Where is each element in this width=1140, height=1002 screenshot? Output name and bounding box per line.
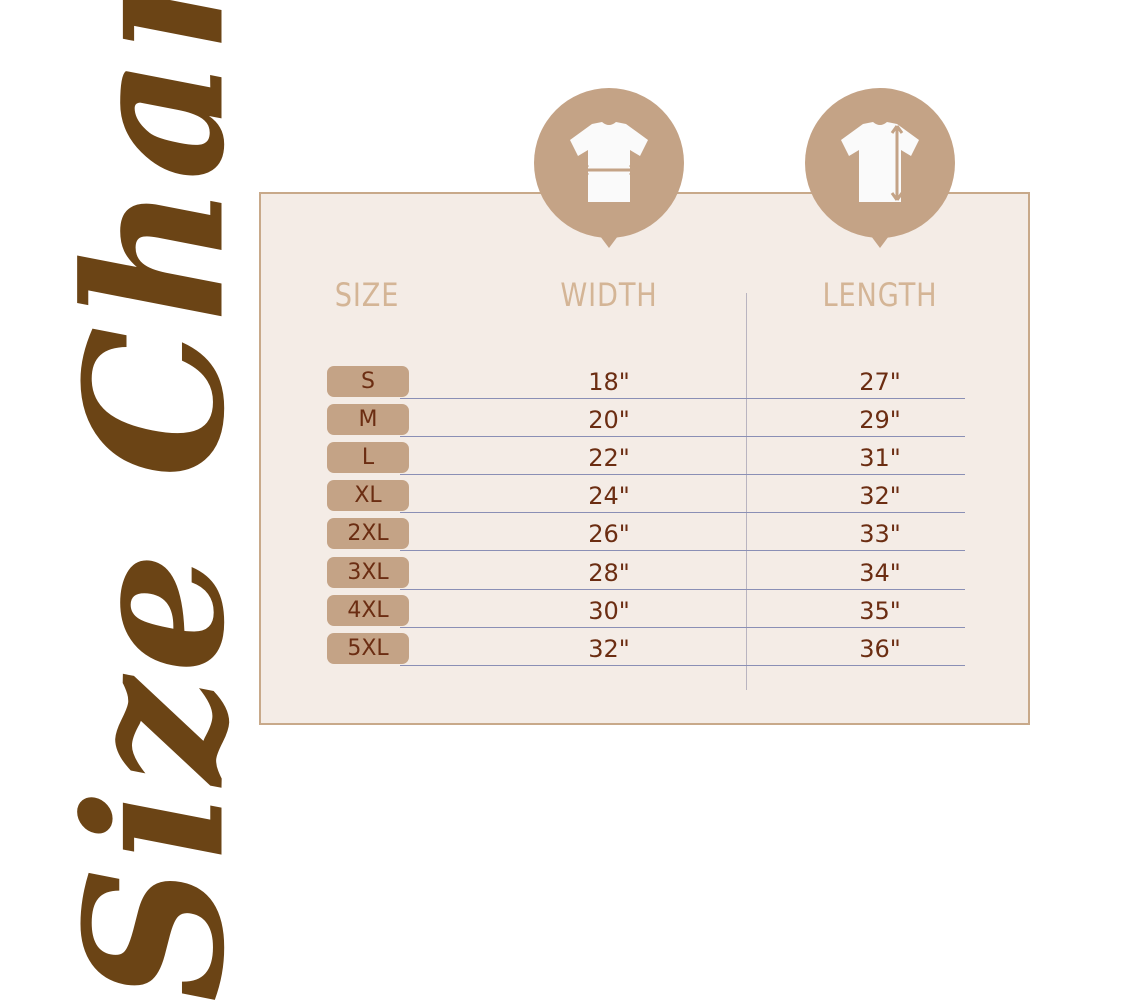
size-label: M [327,404,409,436]
header-width: WIDTH [560,276,658,314]
length-value: 36" [859,634,901,663]
width-value: 26" [588,520,630,549]
tshirt-length-icon [805,88,955,248]
length-value: 35" [859,596,901,625]
size-label: 4XL [327,594,409,626]
row-divider [400,512,965,514]
length-value: 29" [859,406,901,435]
length-value: 34" [859,558,901,587]
header-size: SIZE [334,276,400,314]
width-value: 32" [588,634,630,663]
width-value: 28" [588,558,630,587]
width-value: 24" [588,482,630,511]
size-label: L [327,442,409,474]
table-row: L 22" 31" [0,442,1140,480]
column-divider [746,293,747,690]
tshirt-width-icon [534,88,684,248]
length-value: 31" [859,444,901,473]
table-row: 2XL 26" 33" [0,518,1140,556]
size-label: S [327,366,409,397]
width-value: 30" [588,596,630,625]
size-label: 2XL [327,518,409,550]
row-divider [400,550,965,552]
table-row: S 18" 27" [0,366,1140,404]
width-value: 20" [588,406,630,435]
row-divider [400,588,965,590]
width-value: 22" [588,444,630,473]
size-label: 3XL [327,556,409,588]
table-row: 5XL 32" 36" [0,632,1140,671]
table-row: M 20" 29" [0,404,1140,442]
table-row: 3XL 28" 34" [0,556,1140,595]
length-value: 32" [859,482,901,511]
table-row: XL 24" 32" [0,480,1140,518]
header-length: LENGTH [822,276,938,314]
row-divider [400,626,965,628]
length-value: 27" [859,368,901,396]
row-divider [400,436,965,438]
row-divider [400,398,965,399]
width-value: 18" [588,368,630,396]
table-row: 4XL 30" 35" [0,594,1140,633]
size-label: XL [327,480,409,512]
length-value: 33" [859,520,901,549]
row-divider [400,664,965,666]
size-label: 5XL [327,632,409,664]
row-divider [400,474,965,476]
